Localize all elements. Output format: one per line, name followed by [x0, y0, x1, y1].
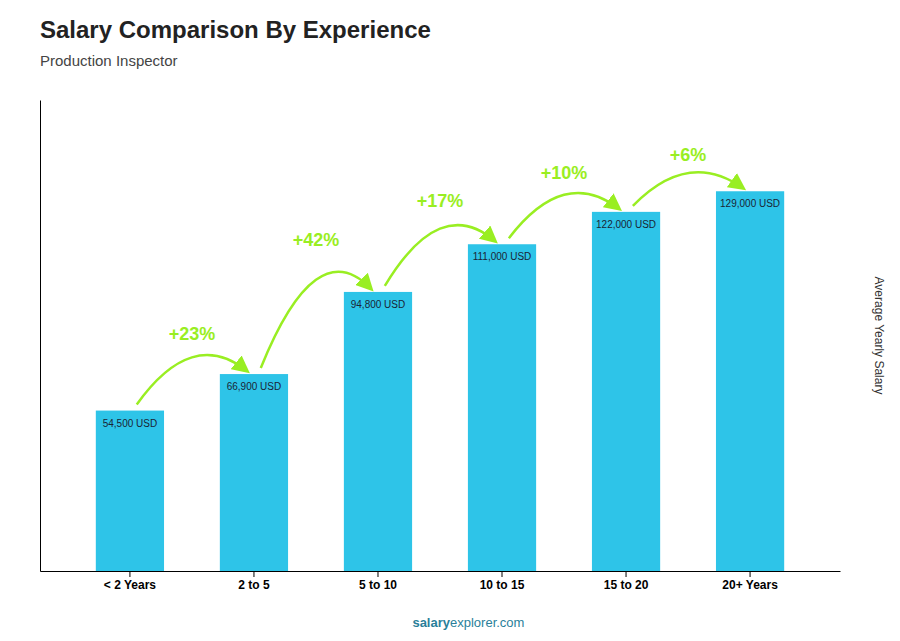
subtitle: Production Inspector [40, 52, 178, 69]
data-label: 66,900 USD [227, 381, 281, 392]
annotation: +6% [670, 145, 707, 165]
annotation: +17% [417, 191, 464, 211]
annotation: +42% [293, 230, 340, 250]
x-tick-mark [750, 571, 751, 577]
y-axis-title: Average Yearly Salary [872, 277, 886, 395]
bar [716, 191, 784, 571]
data-labels: 54,500 USD 66,900 USD 94,800 USD 111,000 US… [103, 198, 780, 428]
x-tick: 2 to 5 [238, 571, 270, 592]
x-tick: 10 to 15 [480, 571, 525, 592]
data-label: 54,500 USD [103, 418, 157, 429]
bar [344, 292, 412, 571]
x-tick-label: 20+ Years [722, 578, 778, 592]
annotation: +23% [169, 324, 216, 344]
footer: salary [412, 615, 450, 630]
annotation: +10% [541, 163, 588, 183]
x-tick: < 2 Years [104, 571, 156, 592]
x-tick-mark [502, 571, 503, 577]
x-tick-label: 15 to 20 [604, 578, 649, 592]
bars [96, 191, 784, 571]
arrow [261, 272, 371, 368]
bar [220, 374, 288, 571]
arrow [137, 355, 247, 404]
y-axis-line [40, 101, 41, 572]
data-label: 122,000 USD [596, 219, 656, 230]
footer: explorer.com [450, 615, 524, 630]
bar [592, 212, 660, 571]
x-axis: < 2 Years 2 to 5 5 to 10 10 to 15 15 to 20 20… [41, 571, 841, 592]
data-label: 111,000 USD [473, 251, 532, 262]
x-axis-line [41, 571, 841, 572]
bar [468, 244, 536, 571]
x-tick-mark [129, 571, 130, 577]
x-tick-mark [377, 571, 378, 577]
x-tick-label: 2 to 5 [238, 578, 270, 592]
x-tick-mark [253, 571, 254, 577]
x-tick-label: 5 to 10 [359, 578, 397, 592]
arrow [509, 193, 619, 238]
title: Salary Comparison By Experience [40, 16, 431, 43]
x-tick: 5 to 10 [359, 571, 397, 592]
data-label: 129,000 USD [720, 198, 780, 209]
x-tick-mark [626, 571, 627, 577]
x-tick-label: 10 to 15 [480, 578, 525, 592]
x-tick: 15 to 20 [604, 571, 649, 592]
arrow [385, 225, 495, 286]
data-label: 94,800 USD [351, 299, 405, 310]
bar [96, 411, 164, 571]
x-tick-label: < 2 Years [104, 578, 156, 592]
x-tick: 20+ Years [722, 571, 778, 592]
arrow [633, 172, 743, 206]
chart: Salary Comparison By Experience Productio… [0, 0, 900, 641]
annotations: +23% +42% +17% +10% +6% [137, 145, 744, 405]
y-axis [40, 101, 41, 572]
